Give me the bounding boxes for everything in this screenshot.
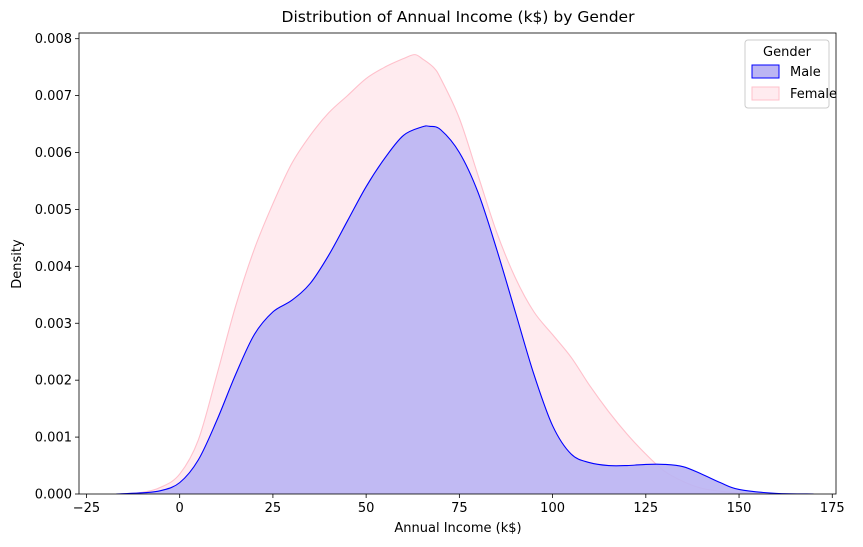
y-tick-label: 0.001	[35, 431, 72, 446]
x-tick-label: 75	[451, 501, 468, 516]
x-tick-label: 100	[540, 501, 565, 516]
legend-label-female: Female	[790, 87, 837, 102]
y-axis: 0.000 0.001 0.002 0.003 0.004 0.005 0.006 0.007…	[35, 32, 79, 503]
legend: Gender Male Female	[744, 39, 837, 109]
chart-title: Distribution of Annual Income (k$) by Ge…	[282, 8, 636, 26]
y-tick-label: 0.000	[35, 488, 72, 503]
series-layer	[116, 54, 814, 494]
plot-area	[116, 54, 814, 494]
x-tick-label: 0	[176, 501, 184, 516]
series-area-male	[116, 125, 814, 494]
y-tick-label: 0.008	[35, 32, 72, 47]
series-line-male	[116, 125, 814, 494]
x-axis: −25 0 25 50 75 100 125 150 175	[73, 494, 845, 516]
y-tick-label: 0.004	[35, 260, 72, 275]
x-tick-label: −25	[73, 501, 100, 516]
plot-frame	[78, 32, 837, 495]
legend-title: Gender	[763, 45, 812, 60]
x-tick-label: 125	[633, 501, 658, 516]
x-tick-label: 25	[265, 501, 282, 516]
legend-label-male: Male	[790, 65, 821, 80]
y-tick-label: 0.007	[35, 89, 72, 104]
legend-swatch-female	[751, 86, 780, 101]
x-axis-label: Annual Income (k$)	[394, 521, 521, 536]
legend-swatch-male	[751, 64, 780, 79]
x-tick-label: 150	[727, 501, 752, 516]
y-tick-label: 0.005	[35, 203, 72, 218]
y-tick-label: 0.006	[35, 146, 72, 161]
y-tick-label: 0.002	[35, 374, 72, 389]
y-tick-label: 0.003	[35, 317, 72, 332]
y-axis-label: Density	[10, 239, 25, 289]
x-tick-label: 175	[820, 501, 845, 516]
x-tick-label: 50	[358, 501, 375, 516]
